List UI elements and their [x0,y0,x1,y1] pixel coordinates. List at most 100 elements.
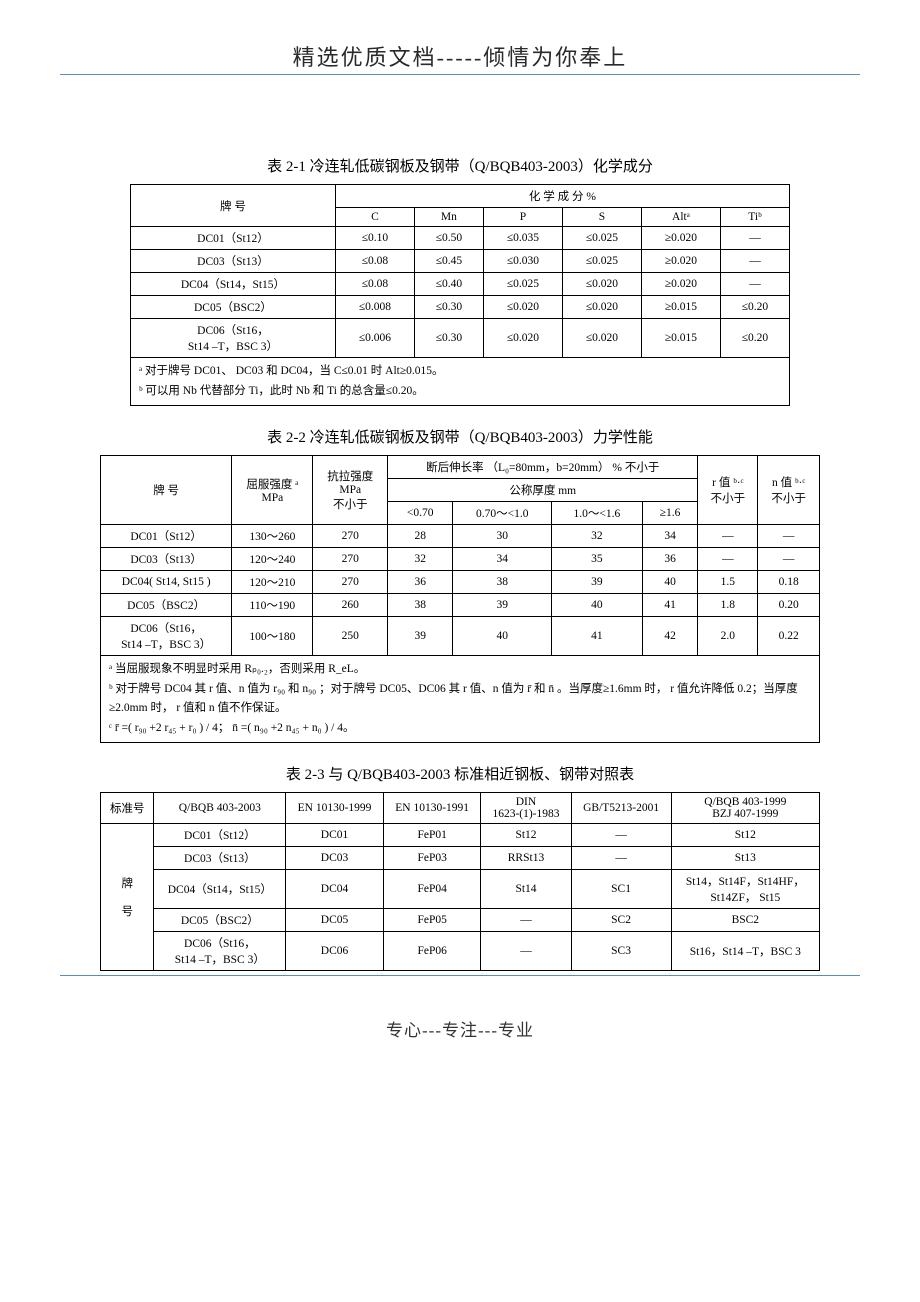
t1-col-ti: Tiᵇ [720,208,789,227]
table-row: DC04（St14，St15）≤0.08≤0.40≤0.025≤0.020≥0.… [131,273,790,296]
table-cell: 40 [453,617,552,656]
table-cell: 130～260 [232,525,313,548]
t1-note-a: ᵃ 对于牌号 DC01、 DC03 和 DC04，当 C≤0.01 时 Alt≥… [139,362,781,382]
table-cell: ≤0.10 [335,227,414,250]
t2-thick-2: 1.0～<1.6 [551,502,642,525]
t1-notes: ᵃ 对于牌号 DC01、 DC03 和 DC04，当 C≤0.01 时 Alt≥… [131,358,790,406]
table-cell: 42 [642,617,698,656]
table-row: DC05（BSC2）DC05FeP05—SC2BSC2 [101,909,820,932]
t2-hdr-r: r 值 ᵇ·ᶜ 不小于 [698,456,758,525]
table-cell: ≤0.40 [414,273,483,296]
table-cell: 2.0 [698,617,758,656]
table-cell: ≤0.025 [562,250,641,273]
table-cell: 260 [313,594,388,617]
table-cell: 1.5 [698,571,758,594]
table-row: DC05（BSC2）≤0.008≤0.30≤0.020≤0.020≥0.015≤… [131,296,790,319]
table-cell: FeP05 [383,909,481,932]
table-cell: SC2 [571,909,671,932]
table-cell: 38 [453,571,552,594]
table-cell: ≤0.020 [562,296,641,319]
table-cell: — [481,932,571,971]
table-cell: DC03 [286,847,384,870]
table2-caption: 表 2-2 冷连轧低碳钢板及钢带（Q/BQB403-2003）力学性能 [60,426,860,447]
t2-thick-3: ≥1.6 [642,502,698,525]
table-cell: ≤0.45 [414,250,483,273]
table-cell: DC01（St12） [101,525,232,548]
table-cell: — [481,909,571,932]
table-cell: 270 [313,571,388,594]
table-cell: 39 [551,571,642,594]
table-cell: RRSt13 [481,847,571,870]
table-row: DC01（St12）≤0.10≤0.50≤0.035≤0.025≥0.020— [131,227,790,250]
table-cell: ≤0.025 [562,227,641,250]
table-cell: 250 [313,617,388,656]
footer-rule [60,975,860,976]
table-cell: DC03（St13） [131,250,336,273]
table1: 牌 号 化 学 成 分 % C Mn P S Altᵃ Tiᵇ DC01（St1… [130,184,790,406]
table-cell: 0.18 [758,571,820,594]
table-cell: ≥0.020 [641,250,720,273]
table-cell: 40 [551,594,642,617]
t2-hdr-elong: 断后伸长率 （L₀=80mm，b=20mm） % 不小于 [388,456,698,479]
table-cell: 39 [388,617,453,656]
t2-hdr-n: n 值 ᵇ·ᶜ 不小于 [758,456,820,525]
table-cell: ≤0.20 [720,319,789,358]
page-footer: 专心---专注---专业 [60,1016,860,1041]
table-cell: DC04 [286,870,384,909]
table-cell: 120～240 [232,548,313,571]
table-cell: — [720,227,789,250]
table-cell: — [758,548,820,571]
table-cell: ≤0.020 [562,319,641,358]
table-cell: ≤0.20 [720,296,789,319]
t1-col-p: P [483,208,562,227]
table-cell: 36 [388,571,453,594]
table-cell: 110～190 [232,594,313,617]
table-cell: DC03（St13） [154,847,286,870]
table3-caption: 表 2-3 与 Q/BQB403-2003 标准相近钢板、钢带对照表 [60,763,860,784]
t1-col-alt: Altᵃ [641,208,720,227]
table-cell: ≥0.015 [641,296,720,319]
table-cell: St12 [671,824,819,847]
table-cell: 41 [551,617,642,656]
table-cell: 0.22 [758,617,820,656]
page-header-title: 精选优质文档-----倾情为你奉上 [60,40,860,72]
table-cell: ≤0.006 [335,319,414,358]
table-cell: DC01（St12） [154,824,286,847]
t2-hdr-yield: 屈服强度 ᵃ MPa [232,456,313,525]
table-cell: 30 [453,525,552,548]
table-cell: 28 [388,525,453,548]
t2-notes: ᵃ 当屈服现象不明显时采用 Rₚ₀.₂，否则采用 R_eL。 ᵇ 对于牌号 DC… [101,656,820,743]
table-cell: 100～180 [232,617,313,656]
table-cell: ≤0.020 [483,296,562,319]
table-cell: ≤0.008 [335,296,414,319]
table-cell: — [698,548,758,571]
t2-hdr-grade: 牌 号 [101,456,232,525]
table-row: DC04( St14, St15 )120～210270363839401.50… [101,571,820,594]
table3: 标准号 Q/BQB 403-2003 EN 10130-1999 EN 1013… [100,792,820,971]
table-row: DC03（St13）≤0.08≤0.45≤0.030≤0.025≥0.020— [131,250,790,273]
table-cell: DC05（BSC2） [101,594,232,617]
table-cell: ≤0.50 [414,227,483,250]
t2-thick-0: <0.70 [388,502,453,525]
t3-col-0: Q/BQB 403-2003 [154,793,286,824]
table-row: 牌 号DC01（St12）DC01FeP01St12—St12 [101,824,820,847]
table-cell: ≤0.025 [483,273,562,296]
t1-col-mn: Mn [414,208,483,227]
t3-col-3: DIN 1623-(1)-1983 [481,793,571,824]
table-cell: ≥0.015 [641,319,720,358]
table-cell: SC3 [571,932,671,971]
table-cell: DC06 [286,932,384,971]
table-cell: FeP04 [383,870,481,909]
table-cell: 34 [453,548,552,571]
table-cell: 270 [313,548,388,571]
table-cell: 39 [453,594,552,617]
table-cell: St13 [671,847,819,870]
table-cell: 38 [388,594,453,617]
table1-caption: 表 2-1 冷连轧低碳钢板及钢带（Q/BQB403-2003）化学成分 [60,155,860,176]
table-cell: St16，St14 –T，BSC 3 [671,932,819,971]
table-cell: St14 [481,870,571,909]
table-cell: 35 [551,548,642,571]
table-cell: 40 [642,571,698,594]
table-cell: DC06（St16， St14 –T，BSC 3） [154,932,286,971]
table-cell: ≤0.020 [562,273,641,296]
